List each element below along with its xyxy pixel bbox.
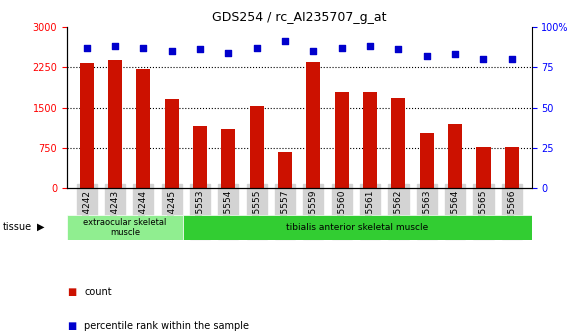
Point: [479, 56, 488, 62]
Bar: [221, 129, 235, 188]
Point: [195, 47, 205, 52]
Point: [281, 39, 290, 44]
Bar: [108, 60, 122, 188]
Title: GDS254 / rc_AI235707_g_at: GDS254 / rc_AI235707_g_at: [212, 11, 386, 24]
Point: [337, 45, 346, 50]
Point: [450, 52, 460, 57]
Text: tibialis anterior skeletal muscle: tibialis anterior skeletal muscle: [286, 223, 428, 232]
Text: ▶: ▶: [37, 222, 44, 232]
Bar: [183, 215, 532, 240]
Text: extraocular skeletal
muscle: extraocular skeletal muscle: [83, 218, 167, 237]
Point: [252, 45, 261, 50]
Point: [167, 48, 176, 54]
Point: [394, 47, 403, 52]
Point: [309, 48, 318, 54]
Bar: [363, 92, 377, 188]
Point: [507, 56, 517, 62]
Point: [139, 45, 148, 50]
Bar: [448, 124, 462, 188]
Bar: [164, 99, 179, 188]
Bar: [137, 69, 150, 188]
Bar: [67, 215, 183, 240]
Bar: [335, 92, 349, 188]
Point: [365, 44, 375, 49]
Bar: [306, 62, 321, 188]
Bar: [505, 147, 519, 188]
Bar: [419, 133, 434, 188]
Text: percentile rank within the sample: percentile rank within the sample: [84, 321, 249, 331]
Bar: [392, 98, 406, 188]
Point: [422, 53, 432, 58]
Text: tissue: tissue: [3, 222, 32, 232]
Text: ■: ■: [67, 287, 76, 297]
Bar: [250, 106, 264, 188]
Text: count: count: [84, 287, 112, 297]
Point: [82, 45, 91, 50]
Point: [110, 44, 120, 49]
Text: ■: ■: [67, 321, 76, 331]
Bar: [476, 147, 490, 188]
Point: [224, 50, 233, 55]
Bar: [80, 64, 94, 188]
Bar: [193, 126, 207, 188]
Bar: [278, 152, 292, 188]
